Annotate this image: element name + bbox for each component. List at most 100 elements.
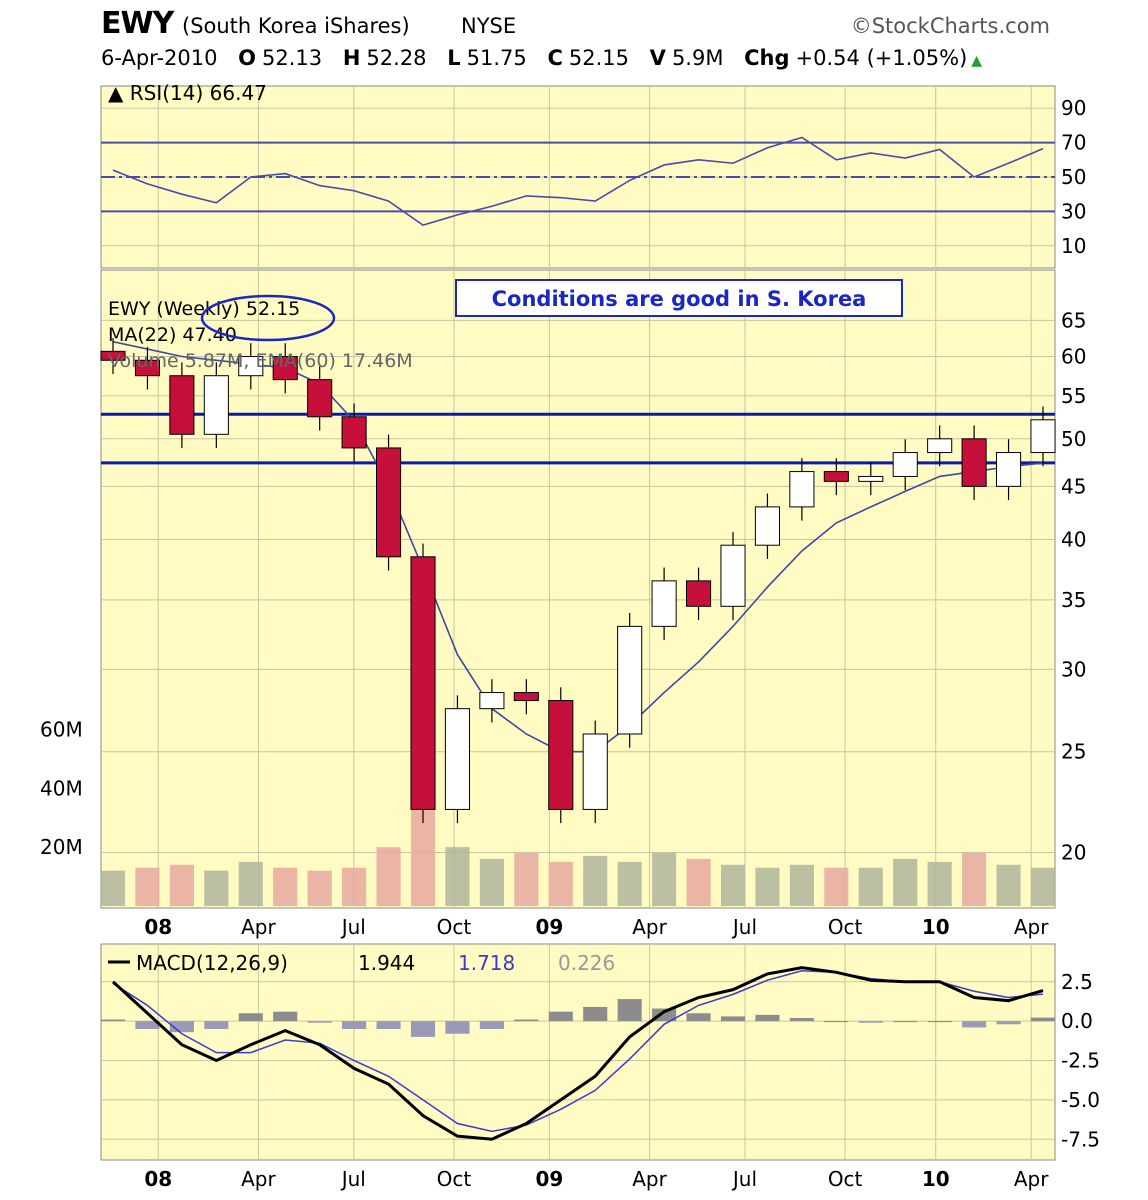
candle-body <box>927 438 953 454</box>
volume-bar <box>273 867 298 906</box>
price-tick-label: 65 <box>1061 308 1086 332</box>
candle-body <box>892 452 918 477</box>
volume-bar <box>376 847 401 906</box>
macd-x-tick-label: Oct <box>828 1167 863 1191</box>
up-arrow-icon: ▲ <box>971 53 983 69</box>
macd-x-tick-label: Apr <box>241 1167 276 1191</box>
candle-body <box>996 452 1022 487</box>
annotation-text: Conditions are good in S. Korea <box>492 287 867 311</box>
macd-histogram-bar <box>479 1021 504 1030</box>
macd-x-tick-label: Jul <box>731 1167 757 1191</box>
candle-body <box>134 359 160 377</box>
macd-legend-name: MACD(12,26,9) <box>136 951 288 975</box>
macd-histogram-bar <box>686 1013 711 1022</box>
volume-bar <box>824 867 849 906</box>
volume-tick-label: 60M <box>40 717 83 741</box>
candle-body <box>203 375 229 435</box>
price-panel <box>100 269 1056 909</box>
macd-x-tick-label: 08 <box>144 1167 172 1191</box>
volume-bar <box>479 858 504 906</box>
exchange: NYSE <box>461 14 517 38</box>
volume-bar <box>514 853 539 906</box>
macd-histogram-bar <box>307 1021 332 1023</box>
price-x-tick-label: 10 <box>922 915 950 939</box>
rsi-tick-label: 70 <box>1061 131 1086 155</box>
macd-histogram-bar <box>996 1021 1021 1025</box>
price-x-tick-label: Oct <box>437 915 472 939</box>
volume-bar <box>755 867 780 906</box>
rsi-tick-label: 30 <box>1061 199 1086 223</box>
volume-tick-label: 40M <box>40 776 83 800</box>
candle-body <box>720 544 746 607</box>
volume-bar <box>548 861 573 906</box>
price-x-tick-label: Apr <box>632 915 667 939</box>
quote-line: 6-Apr-2010 O 52.13 H 52.28 L 51.75 C 52.15 V… <box>101 46 982 70</box>
volume-bar <box>927 861 952 906</box>
ma22-line <box>112 340 1044 753</box>
macd-histogram-bar <box>617 999 642 1022</box>
symbol: EWY <box>101 6 174 41</box>
volume-bar <box>135 867 160 906</box>
candle-body <box>823 471 849 482</box>
macd-histogram-bar <box>893 1021 918 1023</box>
price-legend: Volume 5.87M, EMA(60) 17.46M <box>108 350 413 372</box>
volume-bar <box>686 858 711 906</box>
macd-x-tick-label: 10 <box>922 1167 950 1191</box>
candle-body <box>238 356 264 377</box>
macd-histogram-bar <box>858 1021 883 1023</box>
volume-bar <box>445 847 470 906</box>
close-value: 52.15 <box>568 46 629 70</box>
macd-x-tick-label: Apr <box>1014 1167 1049 1191</box>
change-value: +0.54 (+1.05%) <box>795 46 968 70</box>
candle-body <box>651 580 677 627</box>
macd-histogram-bar <box>238 1013 263 1022</box>
price-legend: MA(22) 47.40 <box>108 324 237 346</box>
candle-body <box>444 708 470 810</box>
source-credit[interactable]: ©StockCharts.com <box>850 14 1050 38</box>
macd-histogram-bar <box>410 1021 436 1037</box>
candle-body <box>686 580 712 607</box>
macd-line <box>111 966 1044 1141</box>
annotation-box <box>455 279 903 317</box>
macd-histogram-bar <box>720 1016 746 1022</box>
macd-legend-signal: 1.718 <box>458 951 515 975</box>
macd-histogram-bar <box>204 1021 229 1030</box>
candle-body <box>513 692 539 702</box>
price-x-tick-label: 09 <box>535 915 563 939</box>
price-x-tick-label: Apr <box>241 915 276 939</box>
open-value: 52.13 <box>262 46 323 70</box>
macd-x-tick-label: Jul <box>340 1167 366 1191</box>
price-tick-label: 50 <box>1061 427 1086 451</box>
volume-bar <box>583 855 608 906</box>
volume-bar <box>996 864 1021 906</box>
volume-bar <box>204 870 229 906</box>
macd-x-tick-label: 09 <box>535 1167 563 1191</box>
candle-body <box>341 416 367 449</box>
volume-bar <box>169 864 194 906</box>
macd-histogram-bar <box>1030 1017 1056 1022</box>
volume-bar <box>962 853 987 906</box>
price-tick-label: 35 <box>1061 588 1086 612</box>
candle-body <box>410 556 436 810</box>
price-tick-label: 60 <box>1061 345 1086 369</box>
macd-histogram-bar <box>376 1021 401 1030</box>
candle-body <box>617 625 643 735</box>
candle-body <box>307 379 333 418</box>
macd-histogram-bar <box>755 1014 780 1022</box>
macd-histogram-bar <box>583 1006 608 1022</box>
price-tick-label: 55 <box>1061 384 1086 408</box>
rsi-tick-label: 10 <box>1061 234 1086 258</box>
macd-histogram-bar <box>652 1008 677 1022</box>
macd-tick-label: -7.5 <box>1061 1127 1100 1151</box>
candle-body <box>1030 419 1056 454</box>
volume-bar <box>342 867 367 906</box>
macd-histogram-bar <box>135 1021 160 1030</box>
macd-legend-value: 1.944 <box>358 951 415 975</box>
volume-bar <box>652 853 677 906</box>
high-value: 52.28 <box>366 46 427 70</box>
rsi-tick-label: 50 <box>1061 165 1086 189</box>
volume-bar <box>1030 867 1056 906</box>
macd-histogram-bar <box>789 1017 814 1022</box>
macd-histogram-bar <box>273 1011 298 1022</box>
